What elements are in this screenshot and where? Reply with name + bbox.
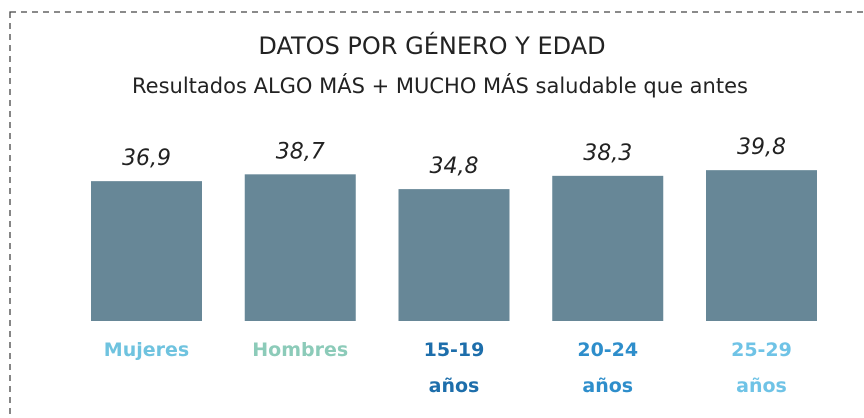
bar xyxy=(91,181,202,321)
bar xyxy=(244,174,356,321)
value-label: 39,8 xyxy=(737,135,786,160)
value-label: 36,9 xyxy=(122,146,171,171)
frame xyxy=(9,11,864,418)
category-label: 25-29 años xyxy=(731,339,792,397)
value-label: 38,7 xyxy=(276,139,325,164)
bar xyxy=(706,170,817,321)
chart-title: DATOS POR GÉNERO Y EDAD xyxy=(258,31,605,60)
value-label: 34,8 xyxy=(430,154,479,179)
category-label: Mujeres xyxy=(103,339,190,361)
category-label: 20-24 años xyxy=(577,339,639,397)
category-label: 15-19 años xyxy=(423,339,485,397)
bar xyxy=(552,175,664,321)
category-label: Hombres xyxy=(252,339,349,361)
chart-subtitle: Resultados ALGO MÁS + MUCHO MÁS saludabl… xyxy=(132,73,748,98)
value-label: 38,3 xyxy=(583,141,632,166)
bar xyxy=(398,189,510,321)
